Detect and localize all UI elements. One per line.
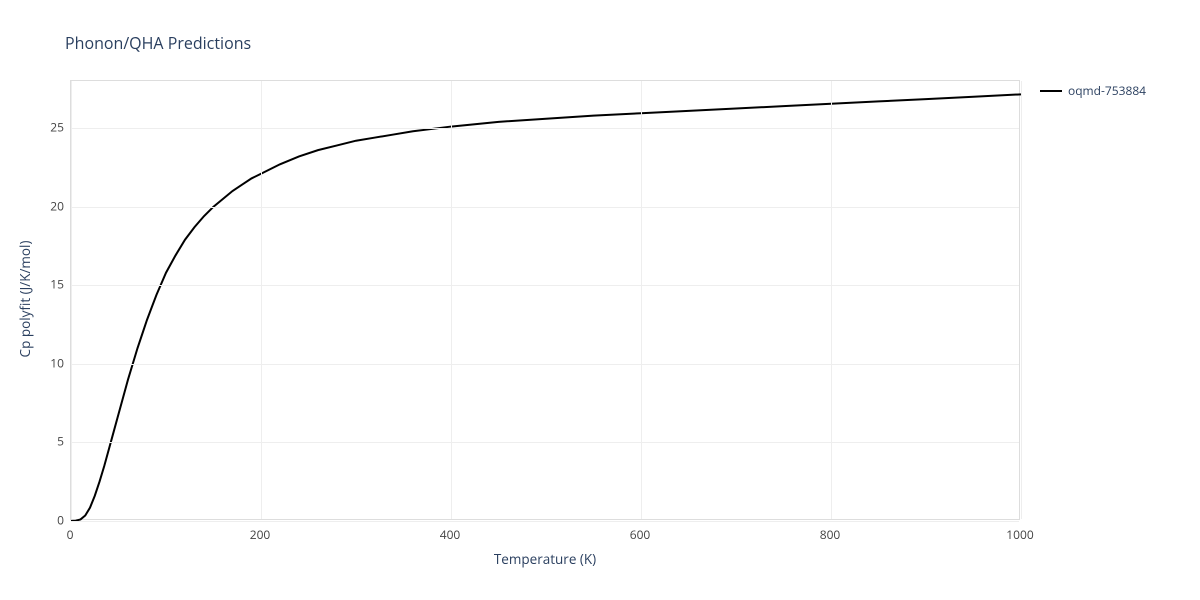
series-line bbox=[71, 81, 1021, 521]
legend: oqmd-753884 bbox=[1040, 82, 1146, 99]
y-tick-label: 10 bbox=[40, 354, 64, 371]
y-tick-label: 20 bbox=[40, 197, 64, 214]
gridline-h bbox=[71, 364, 1019, 365]
gridline-h bbox=[71, 285, 1019, 286]
legend-label: oqmd-753884 bbox=[1068, 82, 1146, 99]
x-tick-label: 800 bbox=[820, 526, 841, 543]
gridline-h bbox=[71, 442, 1019, 443]
gridline-h bbox=[71, 521, 1019, 522]
y-tick-label: 0 bbox=[40, 512, 64, 529]
plot-area bbox=[70, 80, 1020, 520]
x-tick-label: 600 bbox=[630, 526, 651, 543]
y-axis-label: Cp polyfit (J/K/mol) bbox=[16, 239, 34, 359]
y-tick-label: 25 bbox=[40, 119, 64, 136]
legend-swatch bbox=[1040, 90, 1062, 92]
gridline-v bbox=[641, 81, 642, 519]
gridline-v bbox=[831, 81, 832, 519]
x-tick-label: 1000 bbox=[1006, 526, 1033, 543]
legend-item[interactable]: oqmd-753884 bbox=[1040, 82, 1146, 99]
x-tick-label: 0 bbox=[67, 526, 74, 543]
gridline-v bbox=[71, 81, 72, 519]
y-tick-label: 5 bbox=[40, 433, 64, 450]
chart-container: Phonon/QHA Predictions 02004006008001000… bbox=[0, 0, 1200, 600]
y-tick-label: 15 bbox=[40, 276, 64, 293]
series-path bbox=[71, 94, 1021, 521]
gridline-v bbox=[1021, 81, 1022, 519]
gridline-v bbox=[451, 81, 452, 519]
x-tick-label: 400 bbox=[440, 526, 461, 543]
x-axis-label: Temperature (K) bbox=[494, 550, 596, 568]
gridline-v bbox=[261, 81, 262, 519]
gridline-h bbox=[71, 128, 1019, 129]
x-tick-label: 200 bbox=[250, 526, 271, 543]
gridline-h bbox=[71, 207, 1019, 208]
chart-title: Phonon/QHA Predictions bbox=[65, 32, 251, 54]
